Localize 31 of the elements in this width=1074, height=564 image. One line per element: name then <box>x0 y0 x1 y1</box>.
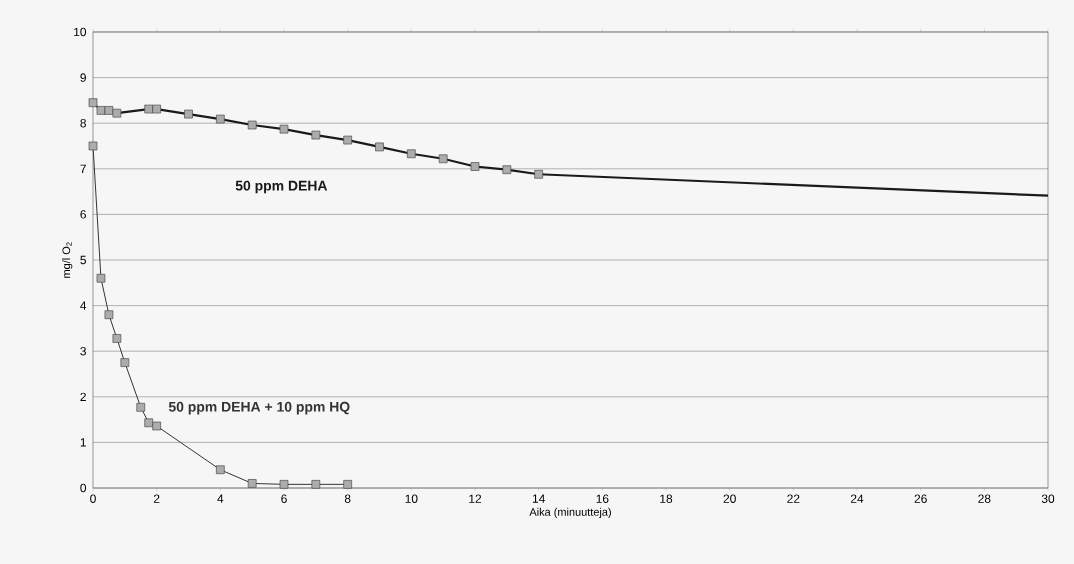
x-tick-label: 28 <box>978 494 991 503</box>
x-tick-label: 6 <box>281 494 287 503</box>
x-tick-label: 26 <box>914 494 927 503</box>
x-tick-label: 30 <box>1041 494 1055 503</box>
x-tick-label: 8 <box>344 494 351 503</box>
y-tick-label: 4 <box>80 301 87 310</box>
x-tick-label: 0 <box>90 494 96 503</box>
x-tick-label: 2 <box>153 494 160 503</box>
x-tick-label: 22 <box>787 494 800 503</box>
x-tick-label: 16 <box>596 494 609 503</box>
text: 50 ppm DEHA <box>235 180 328 194</box>
y-axis-title: mg/l O$_{2}$ <box>62 242 73 278</box>
x-tick-label: 10 <box>405 494 418 503</box>
y-tick-label: 10 <box>74 27 87 37</box>
series-label: 50 ppm DEHA + 10 ppm HQ <box>168 401 350 415</box>
x-tick-label: 18 <box>660 494 673 503</box>
x-tick-label: 20 <box>723 494 736 503</box>
x-tick-label: 4 <box>217 494 224 503</box>
y-tick-label: 8 <box>80 118 86 128</box>
y-tick-label: 0 <box>80 483 87 493</box>
y-tick-label: 7 <box>80 164 86 173</box>
y-tick-label: 5 <box>80 255 86 265</box>
x-tick-label: 14 <box>532 494 545 503</box>
y-tick-label: 3 <box>80 346 86 356</box>
y-tick-label: 6 <box>80 210 86 219</box>
x-tick-label: 12 <box>469 494 482 503</box>
x-tick-label: 24 <box>850 494 864 503</box>
y-tick-label: 1 <box>80 438 86 447</box>
y-tick-label: 2 <box>80 392 86 401</box>
x-axis-title: Aika (minuutteja) <box>529 507 611 519</box>
y-tick-label: 9 <box>80 73 86 82</box>
